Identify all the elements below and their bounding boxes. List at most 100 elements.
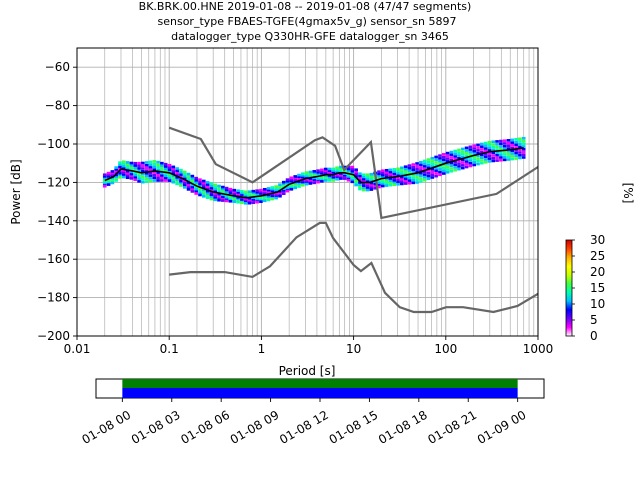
density-cell [354, 181, 358, 185]
density-cell [293, 176, 297, 180]
density-cell [163, 162, 168, 166]
density-cell [114, 179, 118, 182]
density-cell [308, 177, 313, 180]
density-cell [171, 176, 176, 180]
density-cell [209, 193, 214, 196]
density-cell [434, 172, 438, 175]
density-cell [365, 173, 370, 177]
density-cell [346, 178, 351, 182]
density-cell [270, 196, 275, 199]
y-tick-label: −180 [37, 291, 70, 305]
density-cell [163, 172, 168, 175]
density-cell [472, 163, 477, 167]
density-cell [514, 154, 518, 158]
x-tick-label: 0.1 [160, 342, 179, 356]
density-cell [201, 192, 206, 196]
density-cell [499, 139, 503, 143]
density-cell [514, 151, 518, 155]
density-cell [228, 187, 233, 191]
density-cell [243, 202, 248, 205]
density-cell [259, 198, 263, 202]
density-cell [358, 172, 362, 176]
density-cell [121, 173, 126, 177]
density-cell [339, 167, 343, 170]
density-cell [426, 158, 431, 161]
density-cell [106, 175, 111, 178]
density-cell [289, 184, 294, 188]
density-cell [480, 142, 484, 146]
density-cell [365, 180, 370, 183]
density-cell [198, 180, 202, 184]
density-cell [125, 169, 130, 173]
density-cell [403, 172, 408, 176]
density-cell [152, 179, 157, 182]
density-cell [369, 183, 374, 187]
density-cell [171, 169, 176, 173]
density-cell [369, 181, 374, 185]
density-cell [464, 146, 469, 150]
density-cell [301, 182, 305, 185]
density-cell [232, 197, 237, 200]
density-cell [518, 148, 522, 152]
density-cell [472, 149, 477, 153]
density-cell [129, 172, 134, 176]
density-cell [148, 174, 153, 177]
density-cell [141, 180, 145, 184]
chart-title: BK.BRK.00.HNE 2019-01-08 -- 2019-01-08 (… [139, 0, 472, 43]
density-cell [228, 194, 233, 198]
density-cell [453, 166, 457, 169]
density-cell [506, 149, 511, 153]
density-cell [247, 198, 252, 202]
density-cell [426, 166, 431, 170]
density-cell [198, 193, 202, 197]
density-cell [491, 151, 496, 155]
density-cell [129, 163, 134, 167]
density-cell [460, 161, 465, 164]
density-cell [240, 201, 244, 205]
density-cell [259, 188, 263, 192]
density-cell [369, 188, 374, 191]
density-cell [304, 172, 309, 176]
density-cell [331, 169, 336, 172]
density-cell [255, 200, 259, 204]
density-cell [312, 171, 317, 175]
density-cell [483, 144, 488, 148]
density-cell [308, 170, 313, 174]
density-cell [224, 194, 229, 197]
density-cell [331, 174, 336, 177]
density-cell [499, 153, 503, 157]
density-cell [171, 167, 176, 171]
density-cell [221, 199, 225, 202]
density-cell [232, 192, 237, 195]
density-cell [198, 187, 202, 190]
density-cell [434, 174, 438, 178]
density-cell [476, 149, 480, 152]
density-cell [213, 198, 218, 202]
density-cell [400, 173, 404, 176]
density-cell [304, 174, 309, 178]
density-cell [392, 181, 397, 184]
density-cell [415, 162, 419, 165]
colorbar-tick-label: 5 [590, 313, 598, 327]
density-cell [373, 184, 377, 188]
density-cell [339, 170, 343, 174]
density-cell [121, 164, 126, 168]
density-cell [186, 181, 191, 185]
density-cell [118, 161, 122, 164]
density-cell [407, 164, 412, 167]
density-cell [438, 159, 442, 163]
timeline-bar-green [122, 379, 518, 388]
density-cell [335, 166, 339, 170]
density-cell [285, 178, 290, 181]
density-cell [392, 170, 397, 173]
density-cell [312, 178, 317, 181]
density-cell [262, 199, 267, 203]
density-cell [400, 175, 404, 179]
density-cell [198, 189, 202, 192]
density-cell [464, 154, 469, 158]
density-cell [293, 186, 297, 190]
density-cell [217, 184, 221, 188]
density-cell [457, 156, 461, 160]
y-tick-label: −60 [45, 60, 70, 74]
density-cell [518, 156, 522, 160]
